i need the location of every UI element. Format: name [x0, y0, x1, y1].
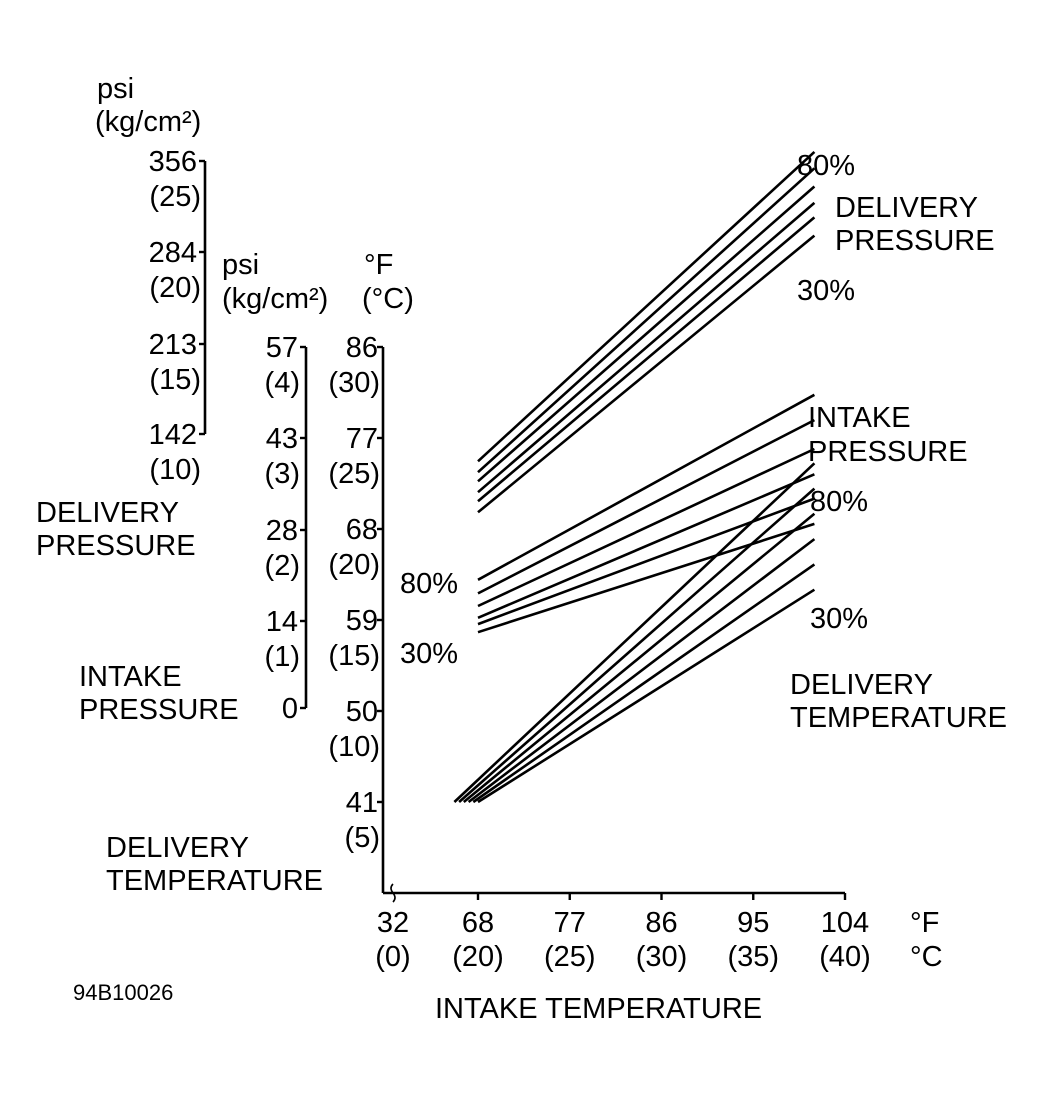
- tick-label-284: 284: [149, 237, 197, 269]
- tick-label-41: 41: [346, 787, 378, 819]
- tick-sublabel-(25): (25): [328, 458, 380, 490]
- intake-pressure-line-5: [477, 497, 815, 626]
- intake-pressure-unit-psi: psi: [222, 249, 259, 281]
- x-tick-label-77: 77: [554, 907, 586, 939]
- x-tick-sublabel-(20): (20): [452, 941, 504, 973]
- delivery-temperature-line-5: [472, 563, 816, 804]
- delivery-pressure-line-4: [477, 201, 816, 494]
- x-tick-label-68: 68: [462, 907, 494, 939]
- x-tick-label-104: 104: [821, 907, 869, 939]
- delivery-pressure-ticks: 356(25) 284(20) 213(15) 142(10): [149, 146, 205, 486]
- delivery-temperature-ticks: 86(30) 77(25) 68(20) 59(15) 50(10) 41(5): [328, 332, 383, 854]
- delivery-pressure-line-6: [477, 234, 816, 514]
- intake-pressure-group-label-1: INTAKE: [808, 402, 911, 434]
- delivery-pressure-unit-kgcm2: (kg/cm²): [95, 106, 201, 138]
- delivery-pressure-line-3: [477, 185, 816, 483]
- tick-label-142: 142: [149, 419, 197, 451]
- tick-sublabel-(30): (30): [328, 367, 380, 399]
- tick-sublabel-(20): (20): [328, 549, 380, 581]
- tick-label-14: 14: [266, 606, 298, 638]
- x-tick-label-86: 86: [645, 907, 677, 939]
- intake-pressure-line-2: [477, 418, 815, 595]
- delivery-temperature-line-3: [462, 512, 816, 804]
- tick-label-50: 50: [346, 696, 378, 728]
- delivery-pressure-unit-psi: psi: [97, 73, 134, 105]
- delivery-temp-left-80pct-label: 80%: [400, 568, 458, 600]
- x-axis-break-mark: [390, 883, 396, 903]
- delivery-temp-left-30pct-label: 30%: [400, 638, 458, 670]
- delivery-temperature-line-1: [453, 462, 816, 803]
- delivery-pressure-axis-title-1: DELIVERY: [36, 497, 179, 529]
- intake-pressure-line-1: [477, 393, 816, 581]
- intake-pressure-line-4: [477, 473, 815, 619]
- x-tick-sublabel-(40): (40): [819, 941, 871, 973]
- series-lines: [453, 150, 816, 804]
- delivery-temperature-line-6: [477, 588, 816, 804]
- intake-pressure-line-3: [477, 447, 815, 608]
- intake-pressure-axis-title-2: PRESSURE: [79, 694, 239, 726]
- x-tick-sublabel-(0): (0): [375, 941, 410, 973]
- delivery-temp-30pct-label: 30%: [810, 603, 868, 635]
- tick-label-213: 213: [149, 329, 197, 361]
- intake-pressure-ticks: 57(4) 43(3) 28(2) 14(1) 0: [265, 332, 306, 725]
- delivery-pressure-line-2: [477, 167, 816, 474]
- x-tick-sublabel-(25): (25): [544, 941, 596, 973]
- tick-label-43: 43: [266, 423, 298, 455]
- x-tick-label-32: 32: [377, 907, 409, 939]
- figure-id: 94B10026: [73, 980, 173, 1005]
- tick-sublabel-(20): (20): [149, 272, 201, 304]
- intake-pressure-unit-kgcm2: (kg/cm²): [222, 283, 328, 315]
- intake-pressure-group-label-2: PRESSURE: [808, 436, 968, 468]
- tick-label-59: 59: [346, 605, 378, 637]
- tick-sublabel-(10): (10): [149, 454, 201, 486]
- x-unit-c: °C: [910, 941, 943, 973]
- tick-sublabel-(2): (2): [265, 550, 300, 582]
- tick-label-0: 0: [282, 693, 298, 725]
- x-unit-f: °F: [910, 907, 939, 939]
- x-axis-ticks: 32(0) 68(20) 77(25) 86(30) 95(35) 104(40): [375, 893, 871, 973]
- delivery-temperature-line-2: [458, 487, 816, 803]
- delivery-temp-group-label-2: TEMPERATURE: [790, 702, 1007, 734]
- delivery-temp-group-label-1: DELIVERY: [790, 669, 933, 701]
- delivery-temp-80pct-label: 80%: [810, 486, 868, 518]
- delivery-pressure-group-label-2: PRESSURE: [835, 225, 995, 257]
- delivery-pressure-30pct-label: 30%: [797, 275, 855, 307]
- delivery-pressure-line-1: [477, 150, 816, 463]
- tick-sublabel-(5): (5): [345, 822, 380, 854]
- tick-sublabel-(25): (25): [149, 181, 201, 213]
- delivery-temp-unit-f: °F: [364, 249, 393, 281]
- tick-sublabel-(10): (10): [328, 731, 380, 763]
- tick-label-77: 77: [346, 423, 378, 455]
- delivery-pressure-80pct-label: 80%: [797, 150, 855, 182]
- intake-pressure-line-6: [477, 522, 815, 634]
- x-tick-label-95: 95: [737, 907, 769, 939]
- tick-label-68: 68: [346, 514, 378, 546]
- delivery-pressure-axis-title-2: PRESSURE: [36, 530, 196, 562]
- tick-sublabel-(15): (15): [328, 640, 380, 672]
- delivery-temperature-line-4: [467, 538, 816, 804]
- tick-sublabel-(1): (1): [265, 641, 300, 673]
- tick-label-86: 86: [346, 332, 378, 364]
- tick-sublabel-(4): (4): [265, 367, 300, 399]
- x-tick-sublabel-(35): (35): [727, 941, 779, 973]
- intake-pressure-axis-title-1: INTAKE: [79, 661, 182, 693]
- tick-label-356: 356: [149, 146, 197, 178]
- tick-label-28: 28: [266, 515, 298, 547]
- tick-sublabel-(3): (3): [265, 458, 300, 490]
- delivery-pressure-group-label-1: DELIVERY: [835, 192, 978, 224]
- tick-sublabel-(15): (15): [149, 364, 201, 396]
- x-axis-title: INTAKE TEMPERATURE: [435, 993, 762, 1025]
- delivery-temp-axis-title-1: DELIVERY: [106, 832, 249, 864]
- x-tick-sublabel-(30): (30): [636, 941, 688, 973]
- delivery-pressure-line-5: [477, 216, 816, 503]
- delivery-temp-axis-title-2: TEMPERATURE: [106, 865, 323, 897]
- tick-label-57: 57: [266, 332, 298, 364]
- delivery-temp-unit-c: (°C): [362, 283, 414, 315]
